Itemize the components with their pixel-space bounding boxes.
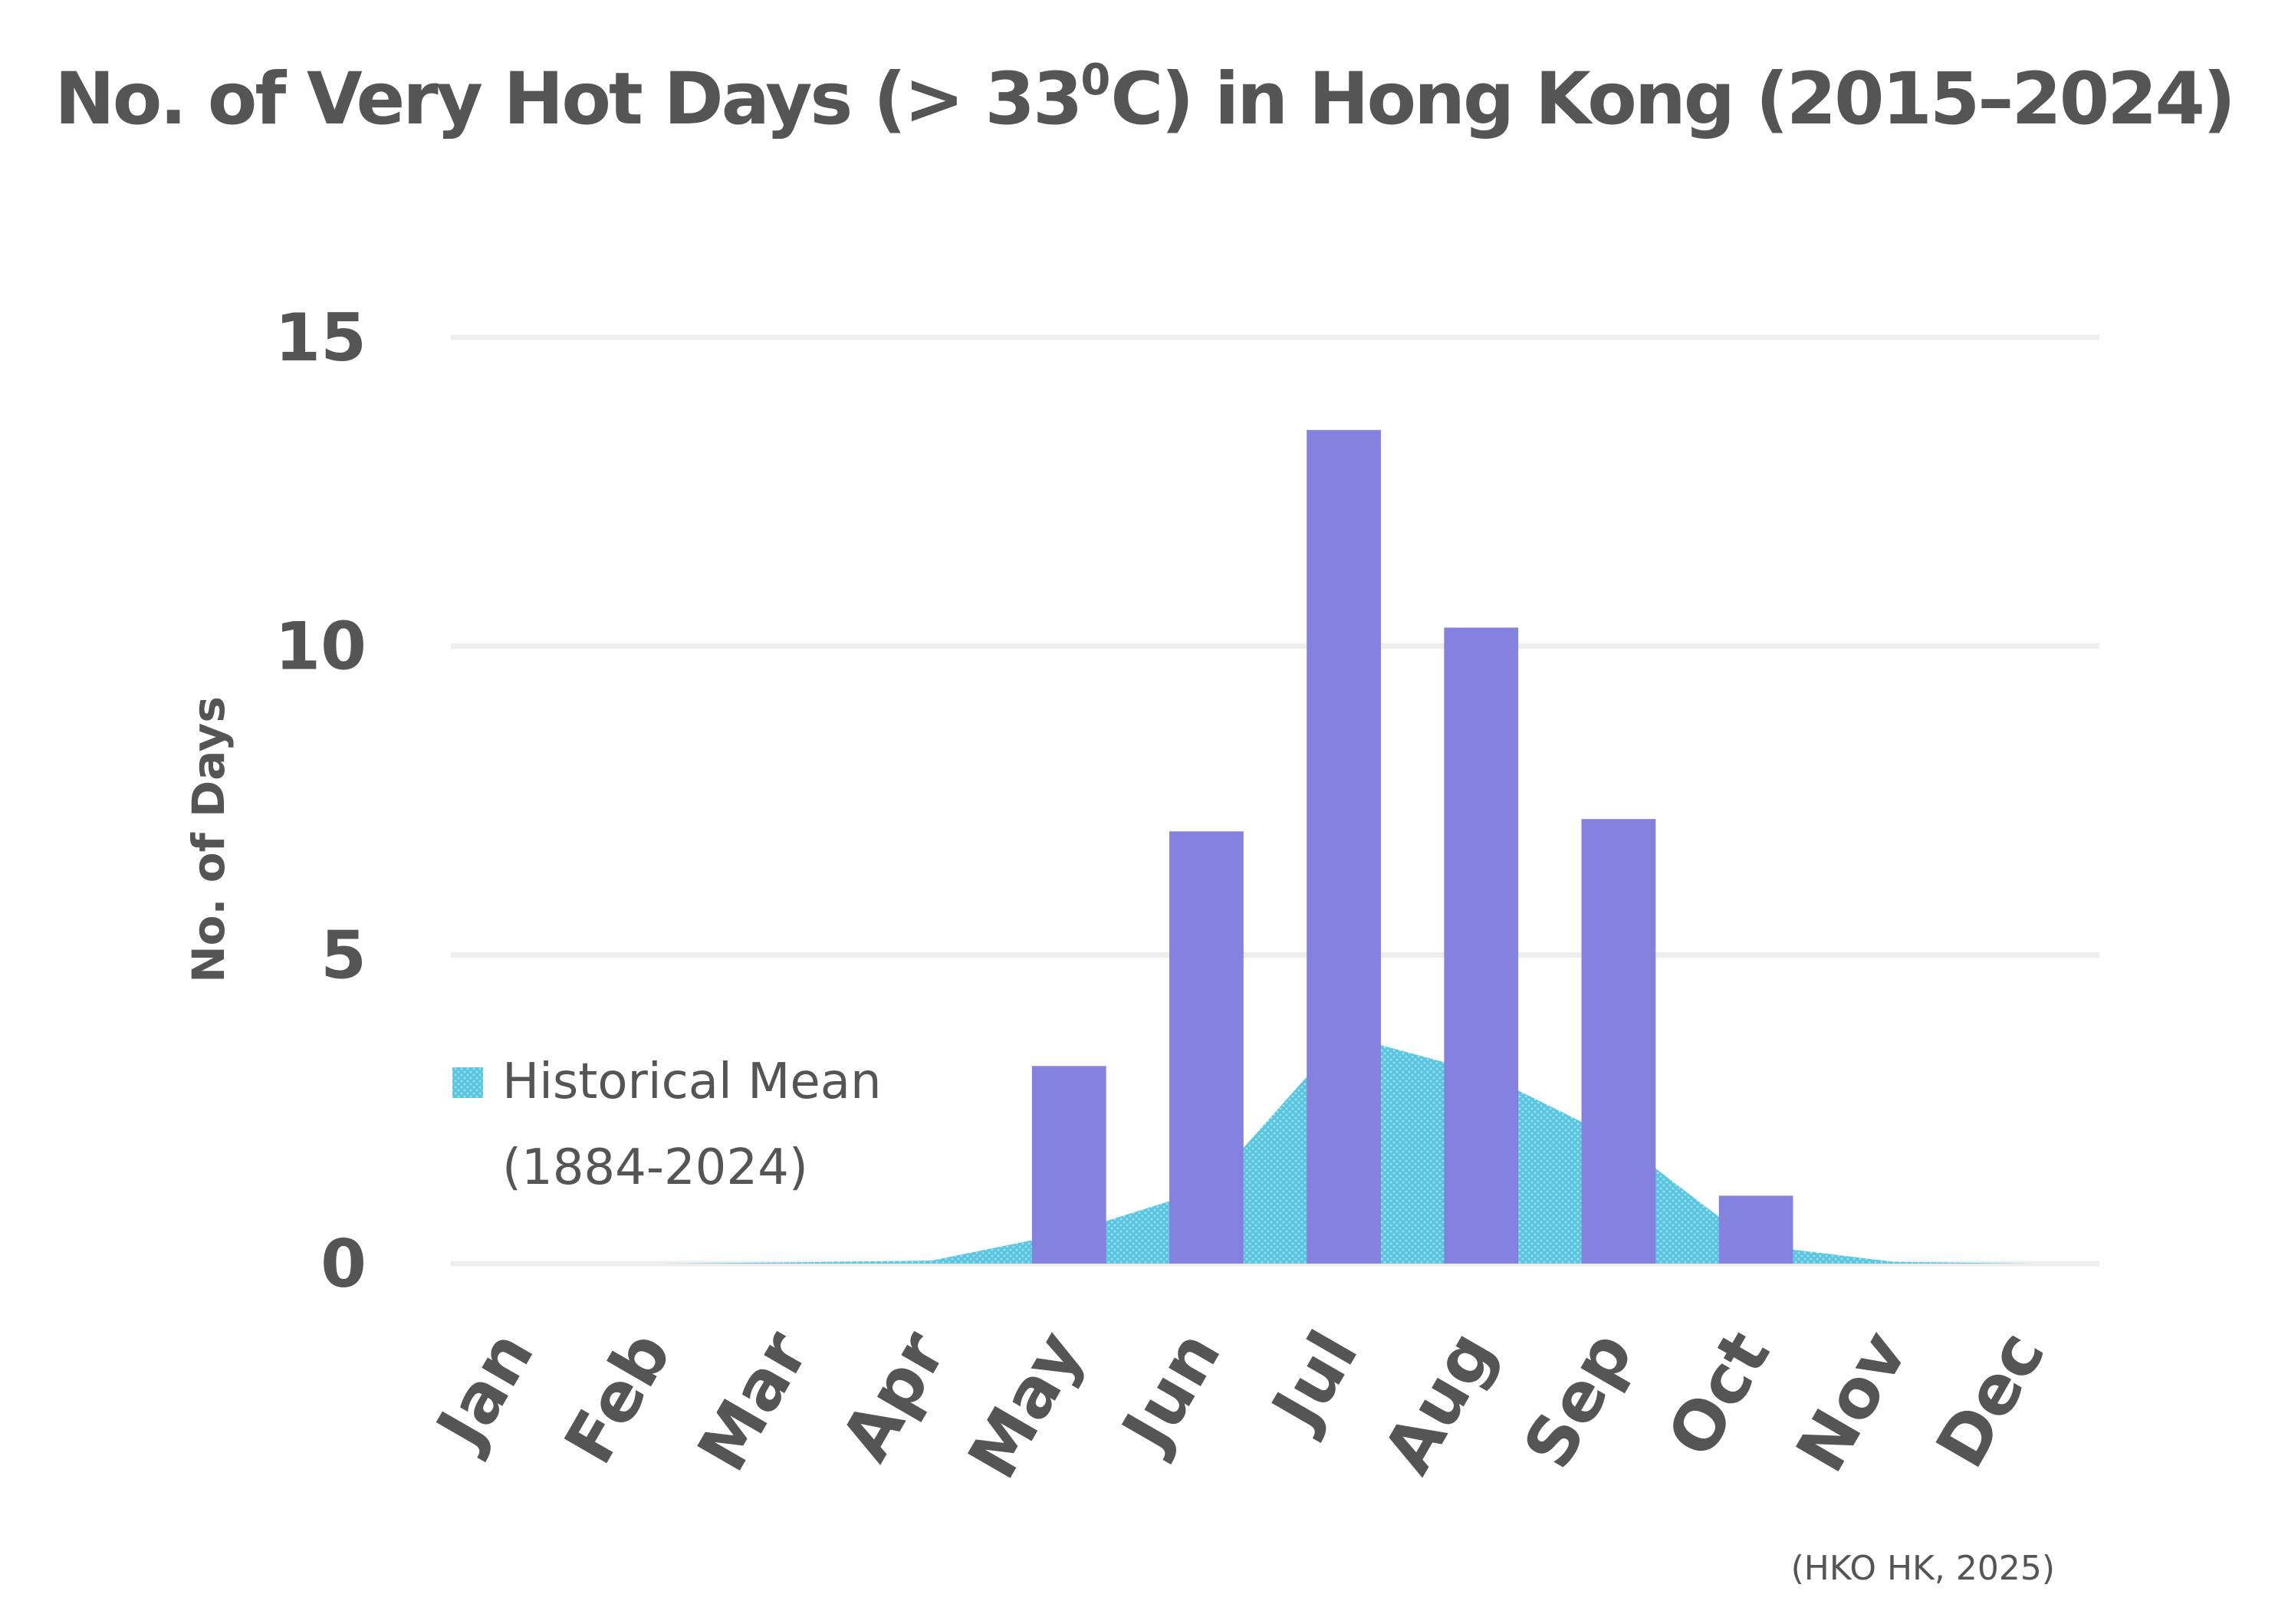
bar-may <box>1031 1066 1106 1264</box>
legend: Historical Mean (1884-2024) <box>452 1054 882 1196</box>
source-note: (HKO HK, 2025) <box>1791 1549 2055 1588</box>
y-tick-label: 0 <box>321 1226 367 1303</box>
bar-jul <box>1307 429 1381 1264</box>
legend-label: Historical Mean <box>502 1054 882 1110</box>
x-tick-label: Jun <box>1105 1318 1236 1466</box>
x-tick-label: May <box>952 1318 1098 1491</box>
x-tick-label: Oct <box>1652 1318 1786 1470</box>
x-tick-label: Jul <box>1254 1318 1372 1445</box>
y-tick-label: 15 <box>274 300 367 376</box>
bar-jun <box>1169 831 1244 1264</box>
y-tick-labels: 0 5 10 15 <box>274 300 367 1303</box>
x-tick-label: Jan <box>419 1318 549 1464</box>
y-axis-label: No. of Days <box>182 696 235 983</box>
x-tick-label: Feb <box>549 1318 686 1477</box>
x-tick-label: Nov <box>1781 1318 1923 1484</box>
chart-title: No. of Very Hot Days (> 330C) in Hong Ko… <box>54 55 2236 141</box>
x-tick-label: Aug <box>1368 1318 1511 1486</box>
bar-sep <box>1581 819 1656 1264</box>
y-tick-label: 10 <box>274 609 367 685</box>
x-tick-label: Apr <box>826 1317 962 1473</box>
bar-aug <box>1444 627 1519 1264</box>
legend-swatch-historical-mean <box>452 1067 483 1098</box>
title-superscript: 0 <box>1080 55 1111 105</box>
bars-group <box>1031 429 1793 1264</box>
x-tick-label: Mar <box>682 1317 824 1484</box>
x-tick-label: Sep <box>1508 1318 1648 1481</box>
bar-oct <box>1718 1195 1793 1264</box>
legend-label: (1884-2024) <box>502 1139 808 1196</box>
x-tick-label: Dec <box>1921 1318 2060 1481</box>
y-tick-label: 5 <box>321 917 367 994</box>
